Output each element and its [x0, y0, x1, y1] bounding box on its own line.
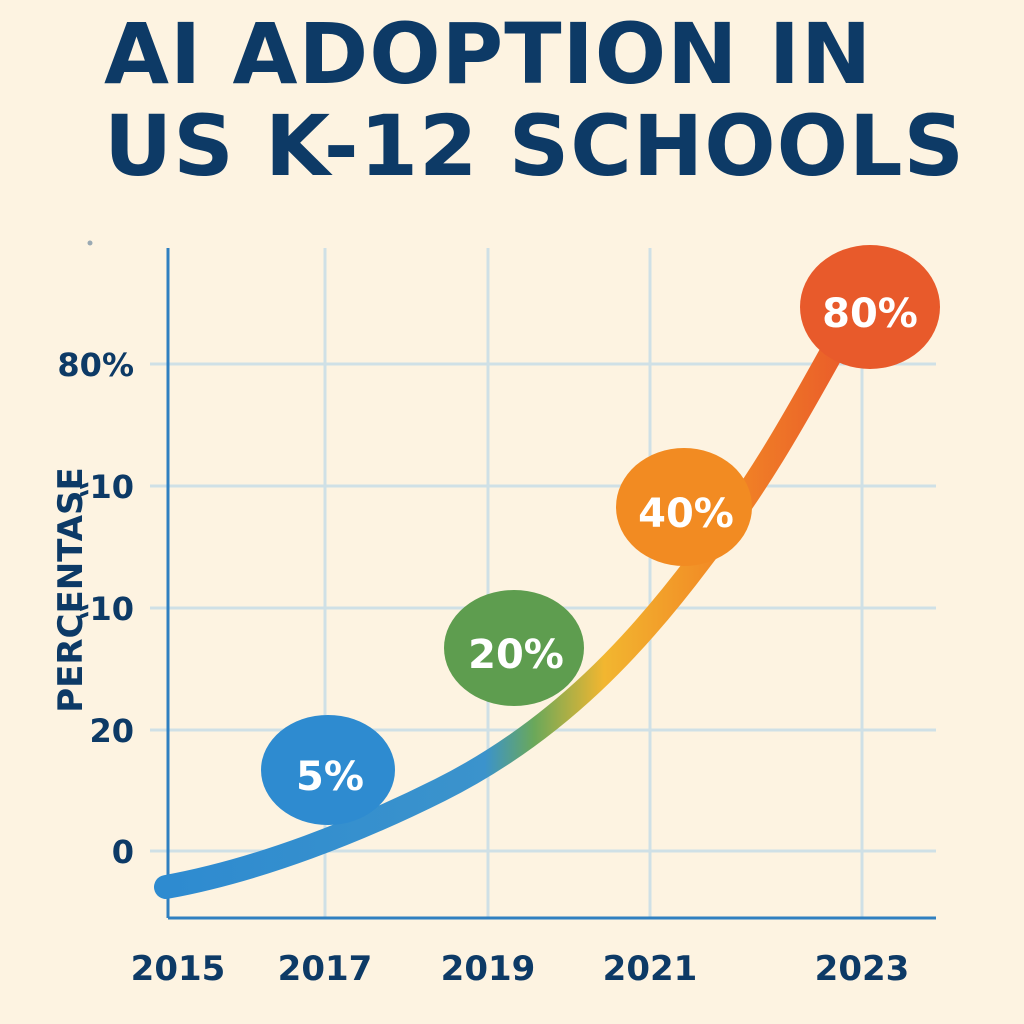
- axes: [87, 240, 936, 920]
- data-label-bubble: 80%: [800, 245, 940, 369]
- y-tick-label: ⸗10: [79, 590, 134, 628]
- x-tick-label: 2021: [603, 949, 698, 989]
- series-line: [154, 308, 862, 899]
- decorative-dot: [87, 240, 93, 246]
- y-tick-labels: 0 20 ⸗10 ⸗10 80%: [57, 346, 134, 871]
- data-label-bubble-shape: [444, 590, 584, 706]
- chart-title-line-1: AI ADOPTION IN: [104, 5, 873, 103]
- x-tick-label: 2015: [131, 949, 226, 989]
- data-label-bubble-shape: [800, 245, 940, 369]
- data-label-bubble: 40%: [616, 448, 752, 566]
- y-tick-label: ⸗10: [79, 468, 134, 506]
- y-axis-label: PERCENTASE: [51, 467, 91, 713]
- data-label: 40%: [638, 491, 734, 537]
- data-label: 5%: [296, 754, 364, 800]
- chart-title-line-2: US K-12 SCHOOLS: [104, 97, 966, 195]
- data-label-bubbles: 5% 20% 40% 80%: [261, 245, 940, 825]
- series-line-path: [154, 308, 862, 899]
- y-tick-label: 80%: [57, 346, 134, 384]
- data-label-bubble: 20%: [444, 590, 584, 706]
- x-tick-label: 2023: [815, 949, 910, 989]
- x-tick-labels: 2015 2017 2019 2021 2023: [131, 949, 910, 989]
- data-label-bubble: 5%: [261, 715, 395, 825]
- chart-title: AI ADOPTION IN US K-12 SCHOOLS: [104, 8, 1004, 192]
- y-tick-label: 0: [112, 833, 134, 871]
- data-label-bubble-shape: [616, 448, 752, 566]
- data-label-bubble-shape: [261, 715, 395, 825]
- data-label: 80%: [822, 291, 918, 337]
- y-tick-label: 20: [89, 712, 134, 750]
- x-tick-label: 2017: [278, 949, 373, 989]
- data-label: 20%: [468, 632, 564, 678]
- x-tick-label: 2019: [441, 949, 536, 989]
